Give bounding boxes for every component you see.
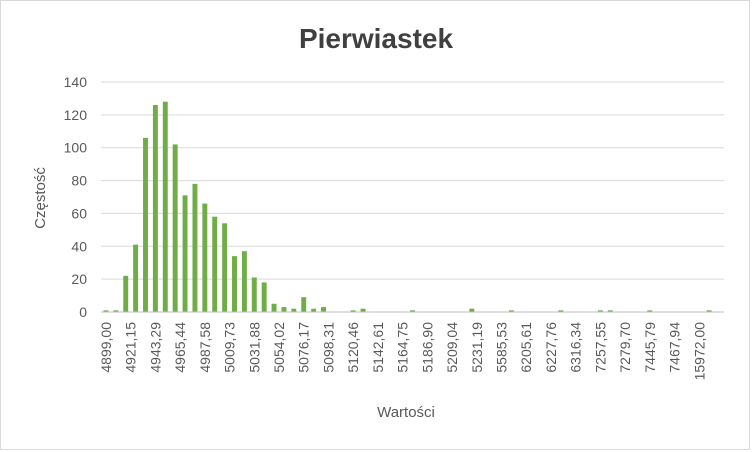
histogram-bar: [508, 310, 514, 312]
x-tick-label: 6316,34: [568, 322, 584, 373]
histogram-bar: [182, 195, 188, 312]
x-tick-label: 7467,94: [667, 322, 683, 373]
histogram-bar: [222, 223, 228, 312]
histogram-bar: [143, 137, 148, 312]
histogram-bar: [301, 297, 307, 312]
x-tick-label: 4965,44: [172, 322, 188, 373]
histogram-bar: [410, 310, 415, 312]
histogram-bar: [261, 282, 267, 312]
histogram-bar: [241, 251, 247, 312]
y-tick-label: 0: [79, 304, 87, 320]
histogram-bar: [133, 244, 139, 312]
histogram-bar: [607, 310, 613, 312]
x-tick-label: 7279,70: [617, 322, 633, 373]
y-tick-label: 100: [64, 140, 88, 156]
histogram-bar: [321, 307, 326, 312]
histogram-bar: [232, 256, 237, 312]
y-axis-ticks: 0 20 40 60 80 100 120 140: [64, 74, 88, 320]
histogram-bar: [706, 310, 712, 312]
y-tick-label: 20: [71, 271, 87, 287]
histogram-bar: [192, 183, 198, 312]
histogram-bar: [469, 308, 475, 312]
x-tick-label: 5098,31: [320, 322, 336, 373]
histogram-bar: [311, 308, 317, 312]
y-axis-label: Częstość: [32, 167, 49, 229]
x-axis-label: Wartości: [377, 404, 435, 421]
x-axis-ticks: 4899,00 4921,15 4943,29 4965,44 4987,58 5009,…: [98, 322, 707, 381]
histogram-bar: [152, 105, 158, 312]
y-tick-label: 80: [71, 173, 87, 189]
x-tick-label: 5164,75: [395, 322, 411, 373]
x-tick-label: 7257,55: [592, 322, 608, 373]
x-tick-label: 5031,88: [246, 322, 262, 373]
x-tick-label: 4921,15: [123, 322, 139, 373]
x-tick-label: 6227,76: [543, 322, 559, 373]
histogram-bar: [281, 307, 287, 312]
histogram-bar: [202, 203, 208, 312]
x-tick-label: 4943,29: [147, 322, 163, 373]
x-tick-label: 5054,02: [271, 322, 287, 373]
x-tick-label: 5120,46: [345, 322, 361, 373]
x-tick-label: 4987,58: [197, 322, 213, 373]
histogram-bar: [271, 303, 277, 312]
x-tick-label: 6205,61: [518, 322, 534, 373]
histogram-bar: [291, 308, 297, 312]
histogram-bar: [350, 310, 356, 312]
histogram-bar: [212, 216, 218, 312]
x-tick-label: 5186,90: [419, 322, 435, 373]
histogram-bar: [647, 310, 653, 312]
bars: [103, 101, 712, 313]
x-tick-label: 5009,73: [222, 322, 238, 373]
histogram-bar: [360, 308, 366, 312]
y-tick-label: 60: [71, 205, 87, 221]
histogram-bar: [251, 277, 257, 312]
histogram-bar: [113, 310, 119, 312]
histogram-bar: [597, 310, 603, 312]
histogram-bar: [162, 101, 168, 313]
x-tick-label: 5231,19: [469, 322, 485, 373]
x-tick-label: 5142,61: [370, 322, 386, 373]
y-tick-label: 120: [64, 107, 88, 123]
x-tick-label: 4899,00: [98, 322, 114, 373]
histogram-bar: [123, 275, 129, 312]
chart-title: Pierwiastek: [299, 23, 454, 54]
x-tick-label: 7445,79: [642, 322, 658, 373]
histogram-bar: [103, 310, 109, 312]
x-tick-label: 15972,00: [691, 322, 707, 381]
y-tick-label: 40: [71, 238, 87, 254]
histogram-bar: [558, 310, 564, 312]
y-tick-label: 140: [64, 74, 88, 90]
x-tick-label: 5585,53: [494, 322, 510, 373]
x-tick-label: 5076,17: [296, 322, 312, 373]
x-tick-label: 5209,04: [444, 322, 460, 373]
histogram-bar: [172, 144, 178, 312]
